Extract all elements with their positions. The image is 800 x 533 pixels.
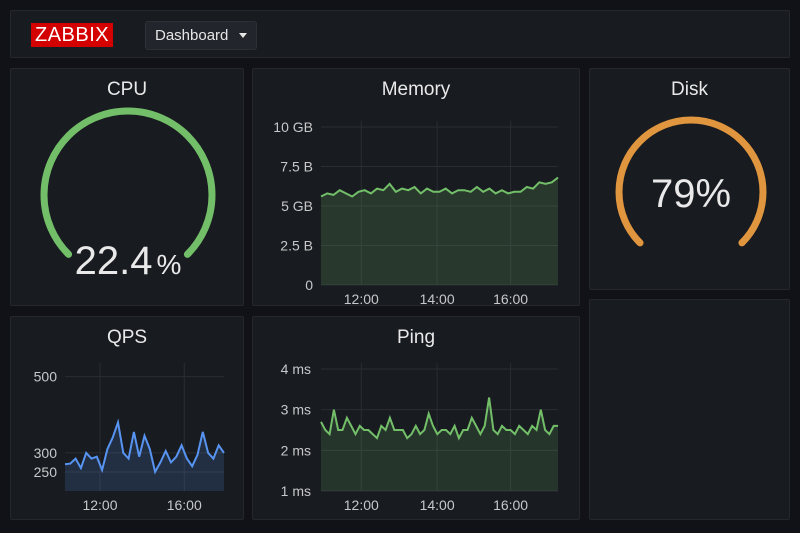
- ping-series-area: [321, 398, 558, 492]
- qps-panel[interactable]: QPS 500 300 250 12:00 16:00: [10, 316, 244, 520]
- qps-y-tick-label: 500: [34, 369, 58, 385]
- ping-panel[interactable]: Ping 4 ms 3 ms 2 ms 1 ms 12:00 14:00 16:00: [252, 316, 580, 520]
- qps-y-tick-label: 300: [34, 445, 58, 461]
- chevron-down-icon: [239, 33, 247, 38]
- mem-y-tick-label: 7.5 B: [280, 159, 313, 175]
- disk-gauge-value: 79%: [651, 172, 731, 216]
- qps-chart: 500 300 250 12:00 16:00: [11, 317, 245, 521]
- qps-x-tick-label: 16:00: [167, 497, 202, 513]
- ping-chart: 4 ms 3 ms 2 ms 1 ms 12:00 14:00 16:00: [253, 317, 581, 521]
- ping-y-tick-label: 3 ms: [281, 402, 311, 418]
- disk-gauge: 79%: [590, 69, 791, 291]
- mem-x-tick-label: 12:00: [344, 291, 379, 307]
- qps-x-tick-label: 12:00: [82, 497, 117, 513]
- ping-x-tick-label: 12:00: [344, 497, 379, 513]
- empty-panel: [589, 299, 790, 520]
- cpu-gauge: 22.4%: [11, 69, 245, 307]
- ping-y-tick-label: 4 ms: [281, 361, 311, 377]
- memory-chart: 10 GB 7.5 B 5 GB 2.5 B 0 12:00 14:00 16:00: [253, 69, 581, 307]
- mem-x-tick-label: 16:00: [493, 291, 528, 307]
- ping-y-tick-label: 2 ms: [281, 442, 311, 458]
- cpu-value-number: 22.4: [75, 239, 153, 283]
- zabbix-logo[interactable]: ZABBIX: [31, 23, 113, 47]
- top-bar: ZABBIX Dashboard: [10, 10, 790, 58]
- mem-y-tick-label: 5 GB: [281, 198, 313, 214]
- cpu-panel[interactable]: CPU 22.4%: [10, 68, 244, 306]
- cpu-value-unit: %: [156, 249, 181, 280]
- mem-y-tick-label: 10 GB: [273, 119, 313, 135]
- ping-x-tick-label: 14:00: [420, 497, 455, 513]
- mem-y-tick-label: 2.5 B: [280, 238, 313, 254]
- disk-panel[interactable]: Disk 79%: [589, 68, 790, 290]
- cpu-gauge-arc: [44, 111, 212, 254]
- qps-y-tick-label: 250: [34, 464, 58, 480]
- mem-y-tick-label: 0: [305, 277, 313, 293]
- ping-y-tick-label: 1 ms: [281, 483, 311, 499]
- cpu-gauge-value: 22.4%: [75, 239, 182, 283]
- mem-x-tick-label: 14:00: [420, 291, 455, 307]
- dashboard-selector-label: Dashboard: [155, 27, 228, 44]
- dashboard-selector[interactable]: Dashboard: [145, 21, 257, 50]
- ping-x-tick-label: 16:00: [493, 497, 528, 513]
